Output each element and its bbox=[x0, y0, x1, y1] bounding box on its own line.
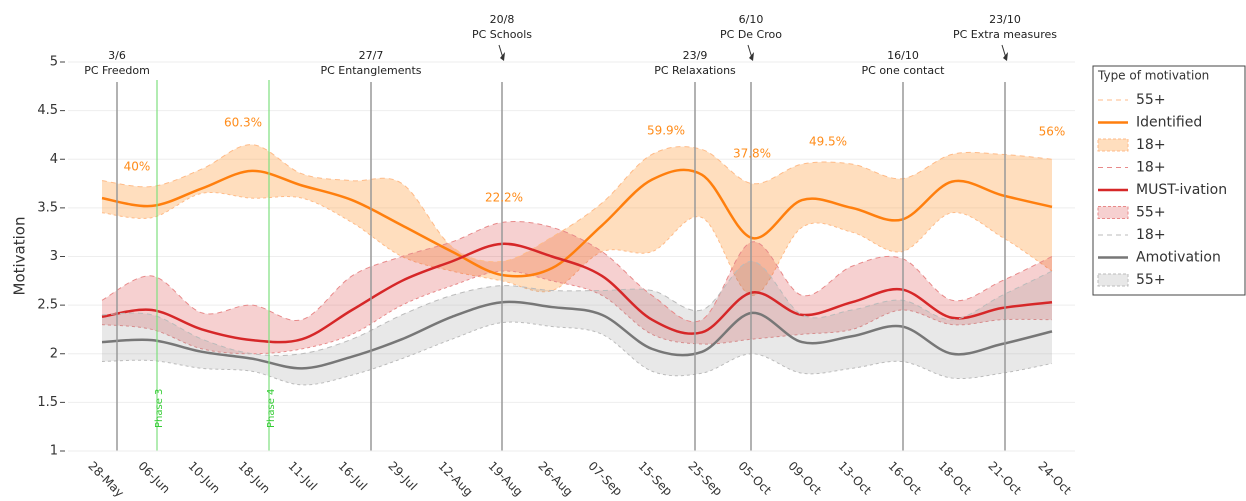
y-axis-label: Motivation bbox=[11, 217, 29, 296]
event-arrowhead bbox=[500, 52, 505, 61]
x-tick-label: 05-Oct bbox=[735, 459, 774, 498]
percent-annotation: 40% bbox=[124, 160, 151, 174]
legend-title: Type of motivation bbox=[1097, 69, 1209, 83]
x-tick-label: 25-Sep bbox=[685, 459, 725, 499]
x-tick-label: 16-Jul bbox=[335, 459, 369, 493]
phase-label: Phase 4 bbox=[266, 389, 277, 428]
legend-label: 55+ bbox=[1136, 92, 1166, 108]
legend-label: Identified bbox=[1136, 115, 1202, 131]
band-edge bbox=[101, 270, 1053, 355]
percent-annotation: 49.5% bbox=[809, 135, 847, 149]
event-label: PC Freedom bbox=[84, 64, 150, 77]
series-line bbox=[101, 168, 1053, 278]
percent-annotation: 22.2% bbox=[485, 191, 523, 205]
x-tick-label: 19-Aug bbox=[485, 459, 525, 499]
y-tick-label: 1.5 bbox=[37, 395, 58, 410]
series-line bbox=[101, 300, 1053, 370]
x-tick-label: 11-Jul bbox=[285, 459, 319, 493]
event-arrowhead bbox=[749, 52, 754, 61]
legend-swatch bbox=[1097, 138, 1129, 152]
y-tick-label: 2.5 bbox=[37, 298, 58, 313]
legend-swatch bbox=[1097, 273, 1129, 287]
y-tick-label: 3 bbox=[50, 249, 58, 264]
legend-swatch bbox=[1097, 206, 1129, 219]
legend-label: 18+ bbox=[1136, 160, 1166, 176]
event-label: PC Relaxations bbox=[654, 64, 736, 77]
event-date: 6/10 bbox=[739, 13, 764, 26]
band-edge bbox=[101, 321, 1053, 386]
band-area bbox=[102, 144, 1052, 296]
x-tick-label: 24-Oct bbox=[1035, 459, 1074, 498]
event-date: 27/7 bbox=[359, 49, 384, 62]
legend-label: 18+ bbox=[1136, 137, 1166, 153]
band-edge bbox=[101, 221, 1053, 323]
event-label: PC De Croo bbox=[720, 28, 782, 41]
percent-annotation: 56% bbox=[1039, 125, 1066, 139]
x-tick-label: 28-May bbox=[85, 459, 126, 500]
y-tick-label: 5 bbox=[50, 55, 58, 70]
series-line bbox=[101, 242, 1053, 344]
event-label: PC Extra measures bbox=[953, 28, 1057, 41]
event-date: 23/9 bbox=[683, 49, 708, 62]
y-tick-label: 1 bbox=[50, 444, 58, 459]
event-arrowhead bbox=[1003, 52, 1008, 61]
legend-label: Amotivation bbox=[1136, 250, 1221, 266]
x-tick-label: 26-Aug bbox=[535, 459, 575, 499]
x-tick-label: 09-Oct bbox=[785, 459, 824, 498]
x-tick-label: 15-Sep bbox=[635, 459, 675, 499]
y-tick-label: 2 bbox=[50, 346, 58, 361]
legend-label: 55+ bbox=[1136, 272, 1166, 288]
x-tick-label: 18-Oct bbox=[935, 459, 974, 498]
x-tick-label: 18-Jun bbox=[235, 459, 272, 496]
band-edge bbox=[101, 260, 1053, 357]
y-tick-label: 3.5 bbox=[37, 200, 58, 215]
y-tick-label: 4.5 bbox=[37, 103, 58, 118]
band-edge bbox=[101, 144, 1053, 263]
x-tick-label: 06-Jun bbox=[135, 459, 172, 496]
legend-label: 18+ bbox=[1136, 227, 1166, 243]
legend-label: MUST-ivation bbox=[1136, 182, 1227, 198]
x-tick-label: 29-Jul bbox=[385, 459, 419, 493]
band-area bbox=[102, 221, 1052, 354]
percent-annotation: 59.9% bbox=[647, 124, 685, 138]
y-tick-label: 4 bbox=[50, 152, 58, 167]
phase-label: Phase 3 bbox=[154, 389, 165, 428]
event-date: 3/6 bbox=[108, 49, 126, 62]
x-tick-label: 21-Oct bbox=[985, 459, 1024, 498]
x-tick-label: 07-Sep bbox=[585, 459, 625, 499]
event-date: 16/10 bbox=[887, 49, 919, 62]
event-label: PC Entanglements bbox=[320, 64, 421, 77]
x-tick-label: 13-Oct bbox=[835, 459, 874, 498]
x-tick-label: 12-Aug bbox=[435, 459, 475, 499]
percent-annotation: 37.8% bbox=[733, 147, 771, 161]
x-tick-label: 16-Oct bbox=[885, 459, 924, 498]
event-label: PC one contact bbox=[862, 64, 946, 77]
legend-label: 55+ bbox=[1136, 205, 1166, 221]
event-date: 23/10 bbox=[989, 13, 1021, 26]
band-area bbox=[102, 261, 1052, 385]
event-date: 20/8 bbox=[490, 13, 515, 26]
x-tick-label: 10-Jun bbox=[185, 459, 222, 496]
event-label: PC Schools bbox=[472, 28, 532, 41]
percent-annotation: 60.3% bbox=[224, 116, 262, 130]
band-edge bbox=[101, 192, 1053, 296]
